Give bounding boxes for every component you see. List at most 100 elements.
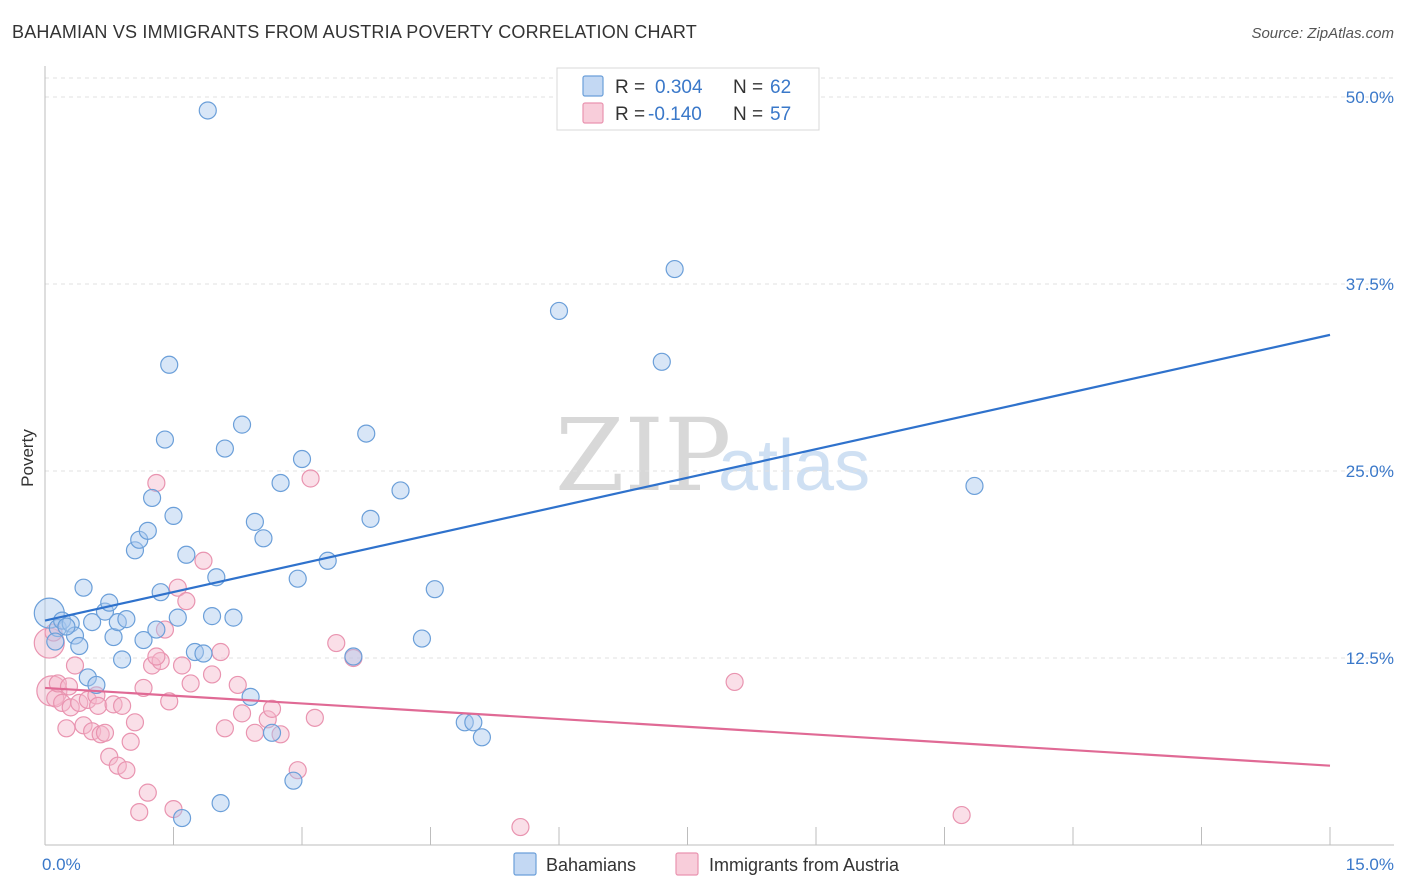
bahamians-point	[198, 101, 217, 120]
bahamians-point	[262, 723, 282, 742]
immigrants-from-austria-point	[194, 551, 213, 570]
immigrants-from-austria-point	[511, 817, 530, 837]
y-axis-label: Poverty	[18, 429, 37, 487]
immigrants-from-austria-point	[160, 692, 179, 711]
bahamians-point	[160, 355, 179, 374]
immigrants-from-austria-point	[147, 647, 166, 666]
immigrants-from-austria-point	[232, 704, 252, 723]
bahamians-point	[177, 545, 196, 564]
immigrants-from-austria-point	[725, 672, 744, 692]
bottom-legend-label-immigrants-from-austria: Immigrants from Austria	[709, 855, 900, 875]
bahamians-point	[87, 675, 106, 695]
bahamians-point	[104, 627, 123, 647]
bahamians-point	[965, 476, 984, 496]
immigrants-from-austria-point	[125, 713, 145, 732]
series-bahamians-points	[33, 101, 984, 828]
immigrants-from-austria-point	[121, 732, 140, 751]
legend-swatch-bahamians	[582, 75, 604, 97]
immigrants-from-austria-point	[65, 656, 85, 675]
legend-n-label-bahamians: N =	[733, 77, 763, 98]
immigrants-from-austria-point	[142, 656, 162, 675]
watermark-zip: ZIP	[555, 397, 731, 514]
immigrants-from-austria-point	[228, 675, 247, 695]
y-tick-label: 37.5%	[1346, 275, 1394, 294]
bahamians-point	[215, 439, 234, 458]
bottom-legend-label-bahamians: Bahamians	[546, 855, 636, 875]
bahamians-point	[117, 610, 136, 629]
immigrants-from-austria-point	[61, 698, 80, 717]
bahamians-point	[74, 578, 93, 597]
bahamians-point	[224, 608, 243, 627]
x-tick-label: 0.0%	[42, 855, 81, 874]
bahamians-point	[271, 473, 290, 493]
axes	[44, 66, 1394, 846]
immigrants-from-austria-point	[181, 674, 200, 693]
chart-source: Source: ZipAtlas.com	[1251, 25, 1394, 42]
x-tick-labels: 0.0% 15.0%	[42, 855, 1394, 874]
bahamians-point	[112, 650, 132, 669]
bahamians-point	[344, 647, 363, 666]
immigrants-from-austria-point	[305, 708, 324, 727]
bottom-legend: Bahamians Immigrants from Austria	[513, 852, 900, 876]
immigrants-from-austria-point	[301, 469, 320, 488]
immigrants-from-austria-point	[112, 696, 132, 715]
bahamians-point	[168, 608, 187, 627]
bahamians-point	[318, 551, 337, 570]
bahamians-point	[138, 521, 157, 540]
bahamians-point	[211, 794, 230, 813]
bahamians-point	[134, 630, 153, 650]
bahamians-point	[472, 728, 491, 747]
immigrants-from-austria-point	[108, 756, 127, 775]
immigrants-from-austria-point	[262, 699, 282, 718]
immigrants-from-austria-point	[89, 696, 108, 715]
trendline-bahamians	[44, 333, 1331, 622]
bahamians-point	[202, 607, 222, 626]
legend-n-value-immigrants: 57	[770, 104, 791, 125]
bahamians-point	[254, 529, 273, 548]
bahamians-point	[652, 352, 671, 371]
bahamians-point	[292, 449, 312, 469]
y-tick-label: 12.5%	[1346, 649, 1394, 668]
immigrants-from-austria-point	[138, 783, 157, 802]
bahamians-point	[57, 617, 76, 636]
stats-legend: R = 0.304 N = 62 R = -0.140 N = 57	[556, 67, 820, 131]
bahamians-point	[412, 629, 432, 648]
immigrants-from-austria-point	[258, 710, 277, 729]
bahamians-point	[83, 612, 102, 632]
bahamians-point	[284, 771, 303, 790]
series-immigrants-from-austria-points	[33, 469, 971, 837]
immigrants-from-austria-point	[147, 473, 166, 493]
immigrants-from-austria-point	[952, 805, 971, 825]
bahamians-point	[194, 644, 213, 663]
gridlines	[45, 77, 1394, 659]
legend-r-label-bahamians: R =	[615, 77, 645, 98]
immigrants-from-austria-point	[288, 761, 307, 780]
bahamians-point	[147, 620, 166, 639]
immigrants-from-austria-point	[177, 592, 196, 611]
immigrants-from-austria-point	[211, 642, 230, 662]
chart-title: BAHAMIAN VS IMMIGRANTS FROM AUSTRIA POVE…	[12, 22, 697, 42]
immigrants-from-austria-point	[172, 656, 192, 675]
legend-r-value-bahamians: 0.304	[655, 77, 703, 98]
bahamians-point	[357, 424, 376, 443]
bahamians-point	[142, 488, 162, 508]
bahamians-point	[361, 509, 380, 528]
bahamians-point	[172, 808, 192, 828]
immigrants-from-austria-point	[215, 719, 234, 738]
bahamians-point	[241, 687, 260, 706]
bottom-legend-swatch-bahamians	[513, 852, 537, 876]
bahamians-point	[164, 506, 183, 525]
bahamians-point	[46, 632, 65, 651]
immigrants-from-austria-point	[134, 678, 153, 698]
bahamians-point	[288, 569, 307, 588]
bahamians-point	[391, 481, 410, 500]
bahamians-point	[245, 512, 264, 531]
bahamians-point	[464, 713, 483, 732]
bahamians-point	[665, 259, 684, 279]
bahamians-point	[155, 430, 175, 449]
legend-n-label-immigrants: N =	[733, 104, 763, 125]
watermark: ZIP atlas	[555, 397, 870, 514]
immigrants-from-austria-point	[245, 723, 264, 742]
y-tick-labels: 12.5% 25.0% 37.5% 50.0%	[1346, 88, 1394, 668]
